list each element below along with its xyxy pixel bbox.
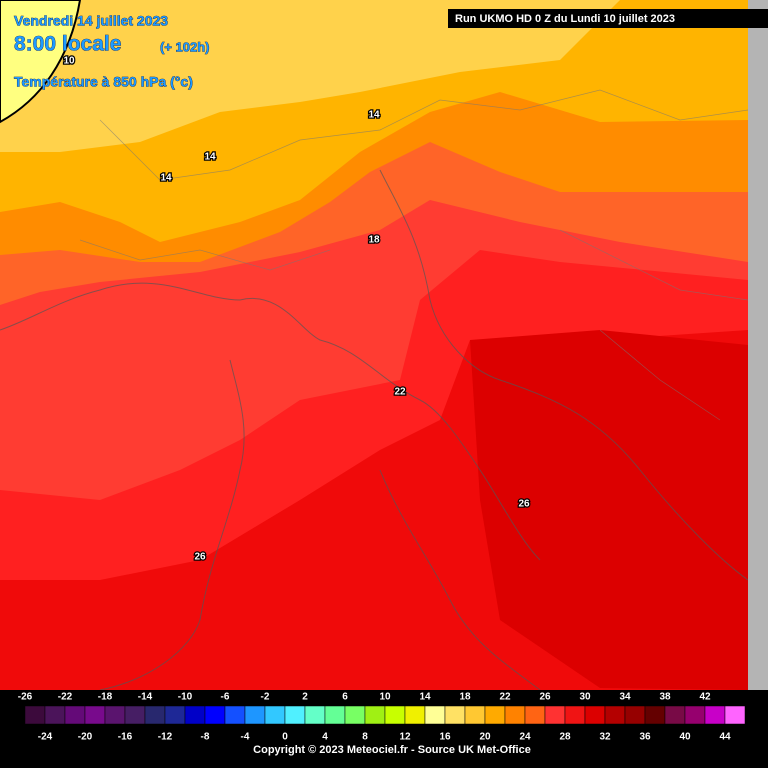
temp-band (0, 0, 620, 152)
frame-edge (748, 0, 768, 690)
legend-swatch (564, 705, 586, 725)
temp-band (470, 330, 748, 690)
legend-label: -4 (241, 732, 250, 743)
legend-swatch (524, 705, 546, 725)
legend-swatch (324, 705, 346, 725)
contour-label: 18 (368, 235, 380, 246)
legend-panel (0, 690, 768, 768)
legend-label: 24 (519, 732, 531, 743)
legend-swatch (604, 705, 626, 725)
date: Vendredi 14 juillet 2023 (14, 13, 168, 29)
border (79, 229, 749, 421)
legend-swatch (144, 705, 166, 725)
legend-label: -26 (18, 692, 33, 703)
legend-label: -6 (221, 692, 230, 703)
legend-label: -22 (58, 692, 73, 703)
legend-swatch (304, 705, 326, 725)
legend-label: 30 (579, 692, 591, 703)
legend-swatch (164, 705, 186, 725)
legend-swatch (664, 705, 686, 725)
legend-swatch (84, 705, 106, 725)
legend-label: 12 (399, 732, 411, 743)
legend-label: -10 (178, 692, 193, 703)
legend-swatch (484, 705, 506, 725)
coastline (379, 169, 749, 581)
legend-swatch (244, 705, 266, 725)
legend-label: -20 (78, 732, 93, 743)
legend-swatch (504, 705, 526, 725)
coastline (379, 469, 541, 691)
legend-swatch (364, 705, 386, 725)
legend-label: 8 (362, 732, 368, 743)
local-time: 8:00 locale (14, 33, 121, 56)
legend-label: 4 (322, 732, 328, 743)
legend-label: 14 (419, 692, 431, 703)
legend-label: 32 (599, 732, 611, 743)
legend-label: -14 (138, 692, 153, 703)
temp-band (0, 0, 82, 124)
legend-swatch (64, 705, 86, 725)
legend-swatch (264, 705, 286, 725)
legend-swatch (344, 705, 366, 725)
legend-swatch (584, 705, 606, 725)
legend-label: 2 (302, 692, 308, 703)
legend-label: 42 (699, 692, 711, 703)
field-name: Température à 850 hPa (°c) (14, 74, 193, 90)
legend-label: 36 (639, 732, 651, 743)
legend-label: -18 (98, 692, 113, 703)
legend-label: 34 (619, 692, 631, 703)
legend-swatch (644, 705, 666, 725)
border (99, 89, 749, 181)
coastline (99, 359, 245, 691)
legend-swatch (44, 705, 66, 725)
legend-swatch (284, 705, 306, 725)
legend-label: -2 (261, 692, 270, 703)
legend-label: 38 (659, 692, 671, 703)
legend-label: 22 (499, 692, 511, 703)
contour-label: 14 (204, 152, 216, 163)
contour-label: 26 (194, 552, 206, 563)
legend-swatch (24, 705, 46, 725)
legend-label: -16 (118, 732, 133, 743)
contour-label: 14 (160, 173, 172, 184)
legend-label: 10 (379, 692, 391, 703)
lead-time: (+ 102h) (160, 39, 210, 54)
contour-label: 22 (394, 387, 406, 398)
legend-swatch (724, 705, 746, 725)
legend-label: 40 (679, 732, 691, 743)
contour-label: 10 (63, 56, 75, 67)
legend-swatch (424, 705, 446, 725)
legend-label: 18 (459, 692, 471, 703)
legend-label: 26 (539, 692, 551, 703)
legend-swatch (444, 705, 466, 725)
legend-label: 44 (719, 732, 731, 743)
legend-swatch (384, 705, 406, 725)
legend-label: -24 (38, 732, 53, 743)
run-info: Run UKMO HD 0 Z du Lundi 10 juillet 2023 (455, 13, 675, 25)
legend-label: -8 (201, 732, 210, 743)
contour-label: 14 (368, 110, 380, 121)
legend-label: 28 (559, 732, 571, 743)
legend-swatch (684, 705, 706, 725)
legend-label: 6 (342, 692, 348, 703)
legend-swatch (124, 705, 146, 725)
run-banner (448, 9, 768, 28)
contour-label: 26 (518, 499, 530, 510)
legend-label: -12 (158, 732, 173, 743)
legend-swatch (204, 705, 226, 725)
legend-label: 16 (439, 732, 451, 743)
legend-label: 20 (479, 732, 491, 743)
legend-swatch (104, 705, 126, 725)
legend-swatch (464, 705, 486, 725)
legend-label: 0 (282, 732, 288, 743)
legend-swatch (404, 705, 426, 725)
legend-swatch (624, 705, 646, 725)
legend-swatch (544, 705, 566, 725)
legend-swatch (184, 705, 206, 725)
legend-swatch (224, 705, 246, 725)
legend-swatch (704, 705, 726, 725)
coastline (0, 282, 541, 561)
copyright: Copyright © 2023 Meteociel.fr - Source U… (253, 744, 531, 756)
